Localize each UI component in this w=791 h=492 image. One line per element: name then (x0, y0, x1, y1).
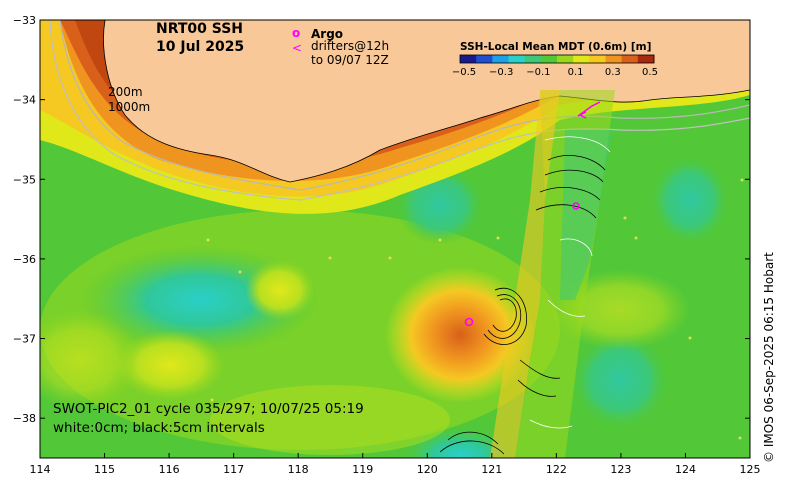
colorbar-tick-label: 0.5 (642, 67, 658, 78)
x-tick-label: 114 (30, 463, 51, 476)
y-tick-label: −38 (13, 412, 36, 425)
colorbar-segment (573, 55, 590, 63)
drifter-marker (578, 111, 587, 119)
colorbar-segment (476, 55, 493, 63)
colorbar-segment (492, 55, 509, 63)
swot-annotation-line1: SWOT-PIC2_01 cycle 035/297; 10/07/25 05:… (53, 401, 364, 417)
colorbar-frame (459, 54, 655, 64)
colorbar-segment (524, 55, 542, 63)
isobath-1000m-label: 1000m (108, 100, 150, 114)
x-tick-label: 123 (610, 463, 631, 476)
x-tick-label: 124 (675, 463, 696, 476)
colorbar-segment (589, 55, 606, 63)
colorbar-segment (605, 55, 623, 63)
argo-float (464, 317, 474, 327)
obs-points (206, 178, 744, 440)
colorbar (459, 54, 655, 64)
y-tick-label: −37 (13, 333, 36, 346)
x-axis: 114 115 116 117 118 119 120 121 122 123 124 125 (30, 453, 761, 476)
plot-frame (39, 19, 751, 459)
drifter-legend-label-1: drifters@12h (311, 39, 389, 53)
swot-annotation-line2: white:0cm; black:5cm intervals (53, 420, 265, 436)
x-tick-label: 117 (223, 463, 244, 476)
y-tick-label: −34 (13, 94, 36, 107)
colorbar-segment (621, 55, 639, 63)
colorbar-segment (460, 55, 477, 63)
y-tick-label: −33 (13, 14, 36, 27)
x-tick-label: 121 (481, 463, 502, 476)
argo-legend-symbol: o (292, 26, 300, 40)
isobath-200m (59, 20, 750, 191)
x-tick-label: 119 (352, 463, 373, 476)
x-tick-label: 116 (159, 463, 180, 476)
x-tick-label: 115 (94, 463, 115, 476)
drifter-track (577, 101, 601, 117)
drifter-legend-label-2: to 09/07 12Z (311, 53, 389, 67)
x-tick-label: 125 (740, 463, 761, 476)
colorbar-segment (557, 55, 574, 63)
colorbar-tick-label: −0.5 (452, 67, 476, 78)
colorbar-segment (540, 55, 558, 63)
isobath-200m-label: 200m (108, 85, 143, 99)
colorbar-segment (508, 55, 526, 63)
drifter-legend-symbol: < (292, 41, 302, 55)
x-tick-label: 120 (417, 463, 438, 476)
map-title-line1: NRT00 SSH (156, 21, 243, 37)
warm-eddy (385, 267, 535, 403)
drifter-tracks (577, 101, 601, 119)
argo-floats (464, 202, 580, 327)
colorbar-ticks: −0.5 −0.3 −0.1 0.1 0.3 0.5 (452, 67, 658, 78)
colorbar-tick-label: −0.3 (489, 67, 513, 78)
x-tick-label: 118 (288, 463, 309, 476)
argo-float (572, 202, 580, 210)
x-tick-label: 122 (546, 463, 567, 476)
copyright-credit: © IMOS 06-Sep-2025 06:15 Hobart (762, 252, 776, 463)
y-axis: −33 −34 −35 −36 −37 −38 (13, 14, 750, 425)
y-tick-label: −35 (13, 173, 36, 186)
y-tick-label: −36 (13, 253, 36, 266)
colorbar-tick-label: 0.3 (605, 67, 621, 78)
isobath-1000m (49, 20, 750, 201)
map-title-line2: 10 Jul 2025 (156, 39, 244, 55)
swot-swath (439, 90, 615, 458)
colorbar-title: SSH-Local Mean MDT (0.6m) [m] (460, 41, 651, 53)
colorbar-segment (637, 55, 655, 63)
argo-legend-label: Argo (311, 27, 343, 41)
colorbar-tick-label: −0.1 (526, 67, 550, 78)
colorbar-tick-label: 0.1 (568, 67, 584, 78)
